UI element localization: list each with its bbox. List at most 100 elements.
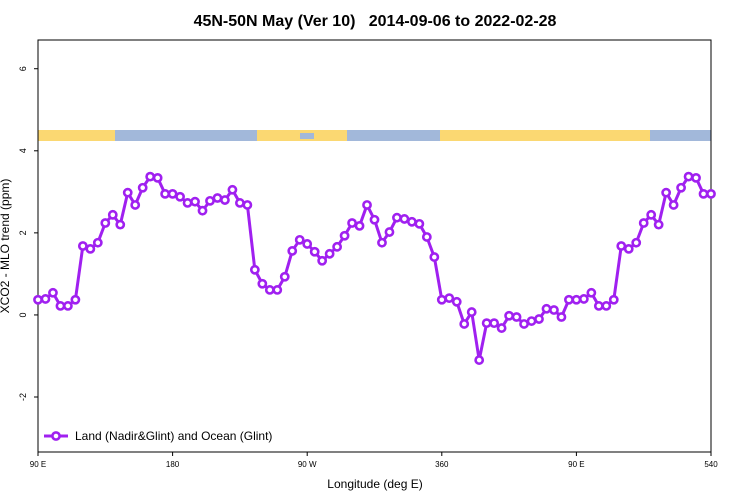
data-point	[257, 278, 268, 289]
data-point	[593, 301, 604, 311]
data-point	[392, 212, 402, 223]
data-point	[122, 187, 133, 198]
data-point	[556, 312, 567, 322]
data-point	[205, 195, 215, 206]
data-point	[182, 198, 193, 208]
data-point	[107, 209, 118, 220]
land-band	[38, 130, 115, 141]
data-point	[220, 195, 230, 205]
x-tick-label: 90 E	[30, 460, 46, 469]
data-point	[77, 241, 88, 251]
data-point	[264, 285, 275, 295]
data-point	[444, 293, 455, 304]
data-point	[586, 287, 597, 298]
data-point	[504, 310, 514, 321]
x-tick-label: 90 W	[298, 460, 317, 469]
data-point	[534, 314, 544, 324]
data-point	[474, 355, 485, 365]
data-point	[115, 219, 126, 230]
data-point	[511, 312, 522, 322]
data-point	[100, 218, 111, 228]
data-point	[541, 303, 552, 314]
y-tick-label: 6	[18, 66, 28, 71]
data-point	[33, 294, 43, 305]
data-point	[496, 323, 507, 333]
data-point	[698, 188, 709, 199]
x-tick-label: 180	[166, 460, 180, 469]
y-axis-label: XCO2 - MLO trend (ppm)	[0, 179, 12, 314]
land-band	[440, 130, 650, 141]
chart-title: 45N-50N May (Ver 10) 2014-09-06 to 2022-…	[194, 13, 557, 30]
data-point	[339, 230, 350, 241]
data-point	[691, 172, 701, 183]
data-point	[152, 172, 163, 183]
lake-band	[300, 133, 314, 139]
data-point	[451, 296, 462, 307]
x-axis-label: Longitude (deg E)	[327, 477, 422, 491]
data-point	[519, 319, 529, 329]
data-point	[668, 200, 679, 210]
y-tick-label: 4	[18, 148, 28, 153]
data-point	[377, 237, 387, 248]
x-tick-label: 360	[435, 460, 449, 469]
data-point	[63, 301, 73, 311]
data-point	[369, 214, 380, 225]
y-tick-label: 2	[18, 230, 28, 235]
data-point	[653, 219, 664, 230]
data-point	[676, 182, 686, 193]
data-point	[227, 184, 238, 195]
data-point	[399, 214, 410, 224]
data-point	[317, 255, 328, 266]
data-point	[489, 318, 500, 329]
data-point	[526, 316, 537, 326]
data-point	[466, 307, 477, 317]
data-point	[249, 264, 260, 275]
data-point	[287, 246, 298, 256]
surface-band	[38, 130, 711, 141]
data-point	[212, 193, 223, 203]
data-point	[272, 285, 283, 295]
data-point	[92, 237, 103, 248]
data-point	[638, 218, 649, 228]
data-point	[197, 205, 208, 216]
data-point	[631, 237, 642, 248]
data-point	[564, 294, 574, 305]
data-point	[623, 243, 634, 254]
data-point	[549, 305, 559, 315]
data-point	[414, 218, 425, 229]
data-point	[294, 234, 305, 245]
data-point	[406, 216, 417, 227]
plot-frame	[37, 39, 712, 453]
data-point	[85, 243, 96, 254]
data-point	[481, 318, 492, 329]
y-tick-label: -2	[18, 393, 28, 401]
data-point	[190, 196, 200, 207]
data-point	[429, 252, 440, 262]
data-point	[302, 239, 313, 249]
data-point	[309, 246, 320, 257]
data-point	[571, 294, 582, 305]
data-point	[167, 188, 178, 199]
data-point	[145, 171, 156, 182]
data-point	[70, 294, 81, 305]
x-tick-label: 540	[704, 460, 718, 469]
data-point	[661, 187, 672, 198]
data-point	[608, 294, 619, 305]
data-point	[279, 271, 290, 282]
data-point	[234, 198, 245, 208]
data-point	[384, 227, 395, 237]
data-point	[40, 294, 51, 304]
data-point	[130, 200, 141, 210]
data-point	[601, 301, 612, 311]
data-point	[347, 218, 357, 228]
data-point	[55, 301, 66, 311]
legend: Land (Nadir&Glint) and Ocean (Glint)	[44, 429, 272, 443]
data-point	[436, 294, 447, 305]
y-tick-label: 0	[18, 312, 28, 317]
ocean-band	[38, 130, 711, 141]
data-point	[160, 188, 171, 199]
data-point	[362, 200, 372, 210]
data-point	[354, 220, 365, 231]
data-point	[332, 241, 343, 252]
